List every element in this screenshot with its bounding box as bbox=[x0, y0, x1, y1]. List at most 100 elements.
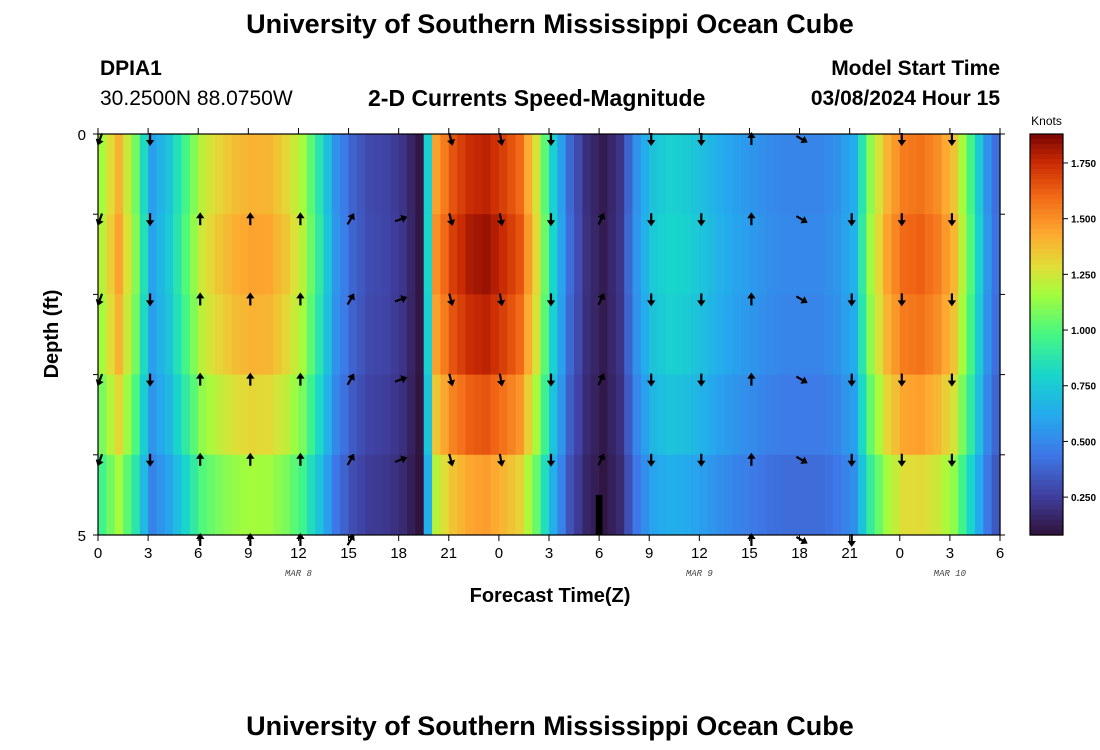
heatmap-cell bbox=[899, 214, 909, 295]
heatmap-cell bbox=[432, 134, 442, 215]
heatmap-cell bbox=[340, 134, 350, 215]
current-arrow bbox=[947, 293, 957, 307]
heatmap-cell bbox=[173, 374, 183, 456]
heatmap-cell bbox=[432, 374, 442, 456]
heatmap-cell bbox=[423, 214, 433, 295]
colorbar-segment bbox=[1030, 214, 1063, 220]
heatmap-cells bbox=[98, 134, 1001, 536]
x-tick-label: 0 bbox=[896, 545, 904, 562]
heatmap-cell bbox=[239, 294, 249, 375]
heatmap-cell bbox=[624, 214, 634, 295]
heatmap-cell bbox=[340, 374, 350, 456]
station-coordinates: 30.2500N 88.0750W bbox=[100, 87, 293, 110]
page-title-bottom: University of Southern Mississippi Ocean… bbox=[246, 711, 854, 741]
heatmap-cell bbox=[991, 294, 1001, 375]
colorbar-segment bbox=[1030, 174, 1063, 180]
heatmap-cell bbox=[473, 134, 483, 215]
heatmap-cell bbox=[949, 374, 959, 456]
heatmap-cell bbox=[181, 454, 191, 536]
heatmap-cell bbox=[866, 134, 876, 215]
heatmap-cell bbox=[799, 134, 809, 215]
current-arrow bbox=[447, 373, 456, 387]
current-arrow bbox=[847, 213, 856, 227]
heatmap-cell bbox=[949, 294, 959, 375]
heatmap-cell bbox=[924, 454, 934, 536]
heatmap-cell bbox=[256, 294, 266, 375]
heatmap-cell bbox=[757, 134, 767, 215]
heatmap-cell bbox=[356, 294, 366, 375]
colorbar-segment bbox=[1030, 419, 1063, 426]
heatmap-cell bbox=[381, 374, 391, 456]
current-arrow bbox=[346, 533, 355, 546]
colorbar-segment bbox=[1030, 269, 1063, 275]
heatmap-cell bbox=[173, 214, 183, 295]
current-arrow bbox=[647, 373, 656, 387]
heatmap-cell bbox=[966, 454, 976, 536]
heatmap-cell bbox=[490, 134, 500, 215]
heatmap-cell bbox=[306, 294, 316, 375]
x-tick-label: 6 bbox=[996, 545, 1004, 562]
heatmap-cell bbox=[306, 374, 316, 456]
heatmap-cell bbox=[540, 134, 550, 215]
heatmap-cell bbox=[791, 214, 801, 295]
heatmap-cell bbox=[991, 134, 1001, 215]
heatmap-cell bbox=[824, 374, 834, 456]
heatmap-cell bbox=[448, 214, 458, 295]
heatmap-cell bbox=[841, 294, 851, 375]
current-arrow bbox=[196, 292, 205, 306]
colorbar-segment bbox=[1030, 504, 1063, 511]
heatmap-cell bbox=[640, 454, 650, 536]
current-arrow bbox=[296, 212, 305, 226]
heatmap-cell bbox=[440, 214, 450, 295]
colorbar-segment bbox=[1030, 529, 1063, 536]
heatmap-cell bbox=[156, 454, 166, 536]
heatmap-cell bbox=[223, 294, 233, 375]
heatmap-cell bbox=[791, 134, 801, 215]
heatmap-cell bbox=[832, 134, 842, 215]
heatmap-cell bbox=[949, 454, 959, 536]
heatmap-cell bbox=[440, 454, 450, 536]
heatmap-cell bbox=[348, 374, 358, 456]
heatmap-cell bbox=[398, 134, 408, 215]
heatmap-cell bbox=[214, 374, 224, 456]
current-arrow bbox=[546, 293, 556, 307]
heatmap-cell bbox=[323, 294, 333, 375]
colorbar-segment bbox=[1030, 384, 1063, 391]
current-arrow bbox=[447, 132, 456, 146]
heatmap-cell bbox=[181, 294, 191, 375]
colorbar-segment bbox=[1030, 474, 1063, 481]
heatmap-cell bbox=[824, 214, 834, 295]
missing-data-strip bbox=[595, 494, 603, 535]
heatmap-cell bbox=[515, 454, 525, 536]
y-axis-ticks: 05 bbox=[78, 127, 1005, 545]
heatmap-cell bbox=[223, 134, 233, 215]
colorbar-segment bbox=[1030, 349, 1063, 356]
colorbar: Knots 1.750 1.500 1.250 1.000 0.750 0.500 0.250 bbox=[1029, 114, 1096, 536]
heatmap-cell bbox=[298, 294, 308, 375]
heatmap-cell bbox=[549, 214, 558, 295]
current-arrow bbox=[897, 453, 906, 467]
heatmap-cell bbox=[331, 214, 341, 295]
heatmap-cell bbox=[315, 294, 325, 375]
current-arrow bbox=[747, 292, 756, 306]
heatmap-cell bbox=[674, 374, 684, 456]
heatmap-cell bbox=[665, 214, 675, 295]
colorbar-segment bbox=[1030, 184, 1063, 190]
heatmap-cell bbox=[131, 134, 141, 215]
speed-heatmap-chart: 0 3 6 9 12 15 18 21 0 3 6 9 12 15 18 21 0 3 6 05 Knots1.75… bbox=[41, 114, 1096, 562]
heatmap-cell bbox=[490, 294, 500, 375]
heatmap-cell bbox=[507, 454, 517, 536]
heatmap-cell bbox=[306, 454, 316, 536]
colorbar-segment bbox=[1030, 399, 1063, 406]
colorbar-segment bbox=[1030, 274, 1063, 280]
heatmap-cell bbox=[724, 214, 734, 295]
heatmap-cell bbox=[749, 294, 759, 375]
heatmap-cell bbox=[749, 134, 759, 215]
colorbar-segment bbox=[1030, 334, 1063, 341]
heatmap-cell bbox=[365, 134, 375, 215]
x-tick-label: 6 bbox=[595, 545, 603, 562]
current-arrow bbox=[394, 375, 408, 384]
heatmap-cell bbox=[415, 374, 425, 456]
heatmap-cell bbox=[858, 374, 867, 456]
heatmap-cell bbox=[507, 134, 517, 215]
